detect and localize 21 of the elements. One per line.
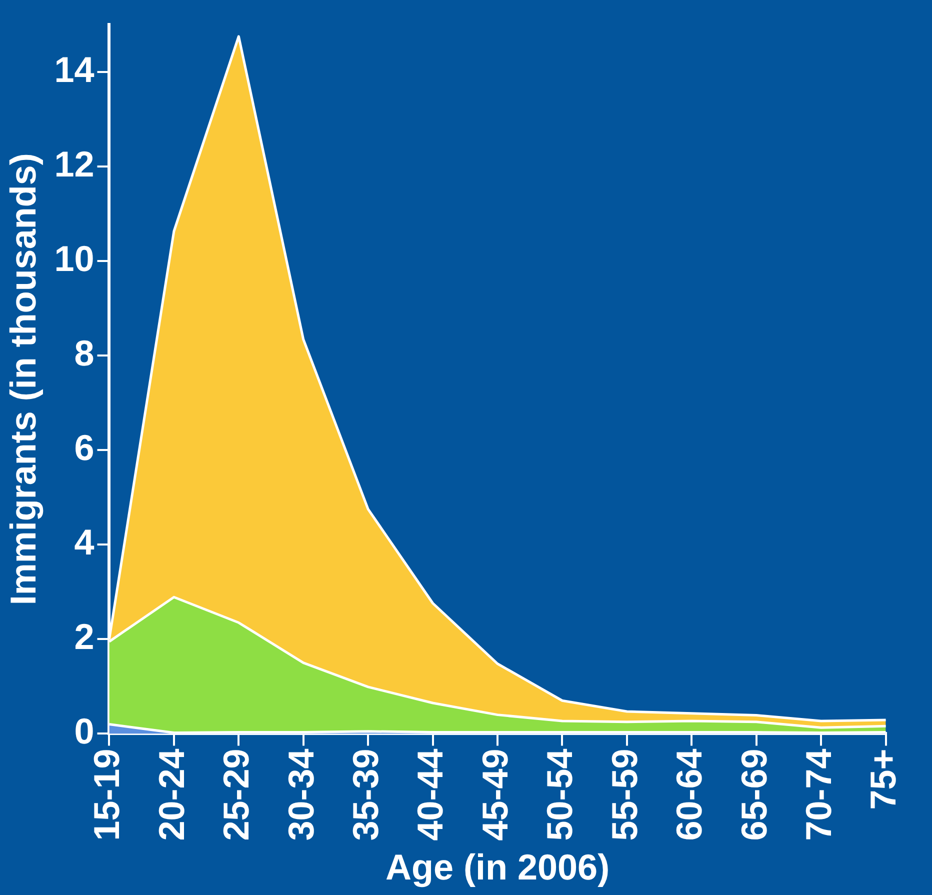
x-tick-label: 35-39 xyxy=(345,748,386,841)
y-tick-label: 10 xyxy=(54,238,94,279)
x-tick-label: 45-49 xyxy=(474,748,516,841)
y-axis-title: Immigrants (in thousands) xyxy=(2,153,44,606)
x-tick-label: 25-29 xyxy=(216,748,257,841)
y-tick-label: 4 xyxy=(74,522,94,563)
x-tick-label: 50-54 xyxy=(539,748,580,841)
y-tick-label: 8 xyxy=(74,332,94,374)
x-axis-title: Age (in 2006) xyxy=(385,846,610,888)
y-tick-label: 6 xyxy=(74,426,94,468)
y-tick-label: 12 xyxy=(54,143,94,184)
y-tick-label: 14 xyxy=(54,48,94,90)
y-tick-label: 2 xyxy=(74,616,94,658)
x-tick-label: 40-44 xyxy=(410,748,451,841)
x-tick-label: 60-64 xyxy=(668,748,710,841)
x-tick-label: 75+ xyxy=(862,748,904,810)
x-tick-label: 30-34 xyxy=(280,748,322,841)
x-tick-label: 20-24 xyxy=(150,748,192,841)
x-tick-label: 70-74 xyxy=(798,748,840,841)
x-tick-label: 55-59 xyxy=(604,748,645,841)
x-tick-label: 65-69 xyxy=(733,748,774,841)
